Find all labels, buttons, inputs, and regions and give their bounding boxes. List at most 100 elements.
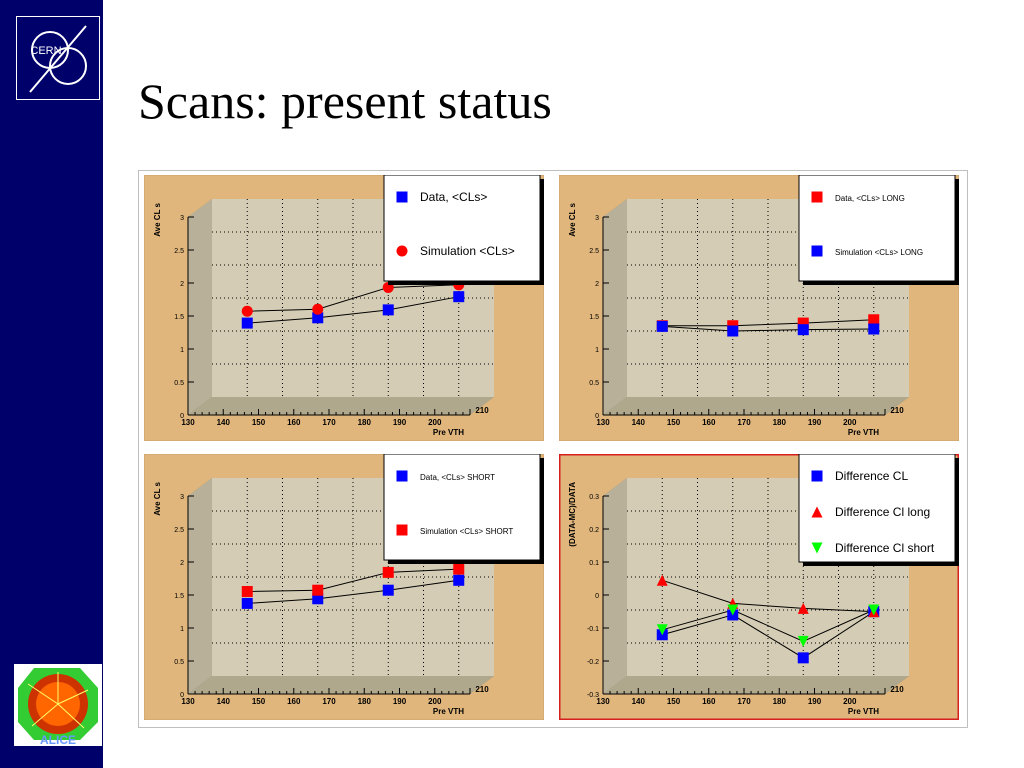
data-point (656, 624, 668, 636)
x-tick-label: 160 (702, 418, 716, 427)
y-axis-label: (DATA-MC)/DATA (568, 482, 577, 547)
data-point (656, 574, 668, 586)
data-point (797, 324, 809, 336)
legend-box (383, 454, 541, 561)
x-tick-label: 130 (181, 418, 195, 427)
y-axis-label: Ave CL s (153, 202, 162, 236)
y-tick-label: 1 (180, 347, 184, 354)
legend-label: Difference Cl short (835, 541, 935, 555)
chart-panel-3: 130 140 150 160 170 180 190 200 210 0 0.5 1 1.5 2 2.5 3… (144, 454, 544, 720)
legend-marker (396, 245, 408, 257)
x-tick-label: 210 (890, 685, 904, 694)
y-tick-label: 1 (180, 626, 184, 633)
plot-side-wall (188, 478, 212, 694)
y-tick-label: 0 (180, 692, 184, 699)
y-tick-label: 1.5 (174, 593, 184, 600)
y-tick-label: -0.1 (587, 626, 599, 633)
y-tick-label: 0.5 (174, 380, 184, 387)
data-point (382, 566, 394, 578)
x-tick-label: 190 (808, 697, 822, 706)
y-tick-label: 2.5 (174, 248, 184, 255)
x-tick-label: 130 (181, 697, 195, 706)
x-tick-label: 150 (667, 697, 681, 706)
y-tick-label: 1.5 (174, 314, 184, 321)
series-line (247, 284, 459, 312)
y-tick-label: 0 (595, 413, 599, 420)
slide-title: Scans: present status (138, 73, 552, 129)
data-point (727, 325, 739, 337)
x-tick-label: 180 (773, 697, 787, 706)
y-tick-label: 1 (595, 347, 599, 354)
chart-panel-4: 130 140 150 160 170 180 190 200 210 -0.3 -0.2 -0.1 0… (559, 454, 959, 720)
chart-panel-2: 130 140 150 160 170 180 190 200 210 0 0.5 1 1.5 2 2.5 3… (559, 175, 959, 441)
data-point (797, 635, 809, 647)
data-point (312, 312, 324, 324)
plot-side-wall (188, 199, 212, 415)
x-tick-label: 170 (322, 418, 336, 427)
data-point (312, 584, 324, 596)
y-tick-label: 2 (180, 560, 184, 567)
x-tick-label: 150 (667, 418, 681, 427)
plot-side-wall (603, 199, 627, 415)
series-line (247, 568, 459, 593)
legend-label: Simulation <CLs> LONG (835, 248, 923, 257)
x-tick-label: 140 (632, 697, 646, 706)
data-point (656, 320, 668, 332)
alice-logo: ALICE (14, 664, 102, 747)
data-point (382, 304, 394, 316)
y-tick-label: 0.1 (589, 560, 599, 567)
data-point (453, 574, 465, 586)
legend-label: Simulation <CLs> SHORT (420, 527, 513, 536)
data-point (241, 317, 253, 329)
y-axis-label: Ave CL s (153, 481, 162, 515)
x-tick-label: 210 (475, 406, 489, 415)
y-tick-label: 3 (595, 215, 599, 222)
y-tick-label: 2 (595, 281, 599, 288)
legend-marker (396, 191, 408, 203)
x-tick-label: 190 (808, 418, 822, 427)
legend-marker (811, 470, 823, 482)
y-tick-label: 0 (180, 413, 184, 420)
x-tick-label: 180 (358, 418, 372, 427)
x-tick-label: 130 (596, 418, 610, 427)
x-tick-label: 190 (393, 697, 407, 706)
legend-marker (396, 470, 408, 482)
x-tick-label: 200 (843, 697, 857, 706)
y-tick-label: 3 (180, 215, 184, 222)
x-axis-label: Pre VTH (848, 707, 879, 716)
y-tick-label: -0.3 (587, 692, 599, 699)
legend-label: Simulation <CLs> (420, 244, 515, 258)
x-tick-label: 170 (737, 697, 751, 706)
data-point (797, 652, 809, 664)
y-tick-label: 1.5 (589, 314, 599, 321)
cern-logo-text: CERN (30, 45, 61, 57)
data-point (797, 317, 809, 329)
cern-logo: CERN (15, 15, 101, 101)
data-point (868, 314, 880, 326)
x-tick-label: 200 (428, 697, 442, 706)
y-tick-label: 0.3 (589, 494, 599, 501)
sidebar: CERN ALICE (0, 0, 103, 768)
x-tick-label: 170 (322, 697, 336, 706)
x-tick-label: 140 (217, 697, 231, 706)
x-tick-label: 210 (475, 685, 489, 694)
legend-label: Data, <CLs> (420, 190, 487, 204)
series-line (662, 611, 875, 659)
y-tick-label: 0.2 (589, 527, 599, 534)
x-tick-label: 180 (773, 418, 787, 427)
series-line (662, 609, 874, 642)
legend-marker (811, 542, 823, 554)
x-axis-label: Pre VTH (433, 428, 464, 437)
data-point (241, 586, 253, 598)
x-tick-label: 200 (428, 418, 442, 427)
series-line (662, 325, 874, 332)
data-point (797, 602, 809, 614)
data-point (868, 323, 880, 335)
legend-marker (811, 191, 823, 203)
data-point (241, 597, 253, 609)
series-line (247, 296, 459, 324)
data-point (727, 604, 739, 616)
legend-box (798, 175, 956, 282)
x-tick-label: 200 (843, 418, 857, 427)
x-tick-label: 160 (287, 697, 301, 706)
